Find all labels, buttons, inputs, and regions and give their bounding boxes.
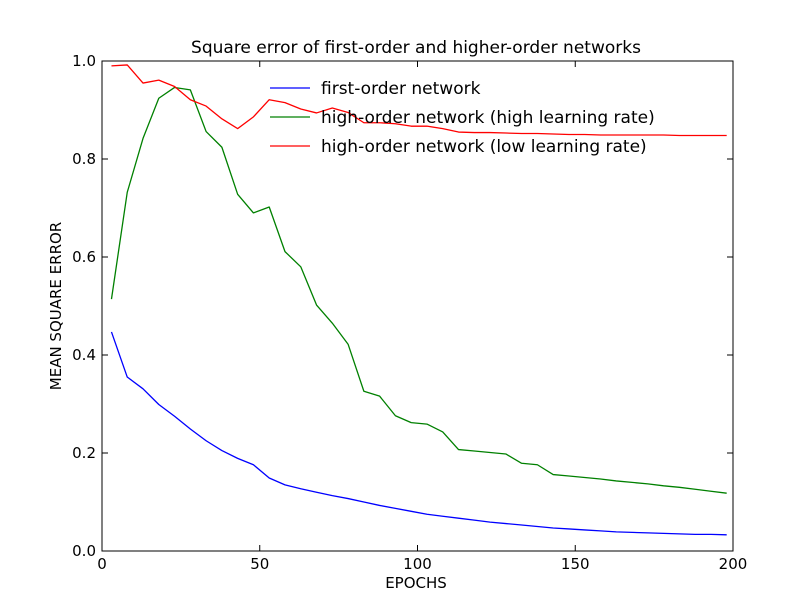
y-tick-label: 0.4 [72, 346, 96, 364]
series-line-2 [110, 86, 727, 494]
chart-title: Square error of first-order and higher-o… [191, 38, 641, 58]
series-line-1 [110, 331, 727, 536]
legend-label-2: high-order network (high learning rate) [321, 108, 655, 128]
series-layer [110, 64, 727, 536]
x-tick-label: 100 [403, 555, 432, 573]
plot-area: 0 50 100 150 200 0.0 0.2 0.4 0.6 0.8 1.0 [72, 52, 747, 573]
legend-label-3: high-order network (low learning rate) [321, 137, 647, 157]
y-tick-label: 0.0 [72, 542, 96, 560]
y-axis-label: MEAN SQUARE ERROR [47, 222, 65, 390]
legend: first-order network high-order network (h… [270, 79, 655, 157]
x-tick-label: 50 [250, 555, 269, 573]
y-tick-label: 0.2 [72, 444, 96, 462]
x-tick-label: 150 [561, 555, 590, 573]
y-tick-label: 1.0 [72, 52, 96, 70]
plot-frame [101, 60, 734, 552]
y-tick-label: 0.6 [72, 248, 96, 266]
ticks-layer: 0 50 100 150 200 0.0 0.2 0.4 0.6 0.8 1.0 [72, 52, 747, 573]
y-tick-label: 0.8 [72, 150, 96, 168]
x-axis-label: EPOCHS [385, 574, 447, 592]
legend-label-1: first-order network [321, 79, 481, 99]
series-line-3 [111, 64, 727, 137]
x-tick-label: 0 [97, 555, 107, 573]
x-tick-label: 200 [719, 555, 748, 573]
